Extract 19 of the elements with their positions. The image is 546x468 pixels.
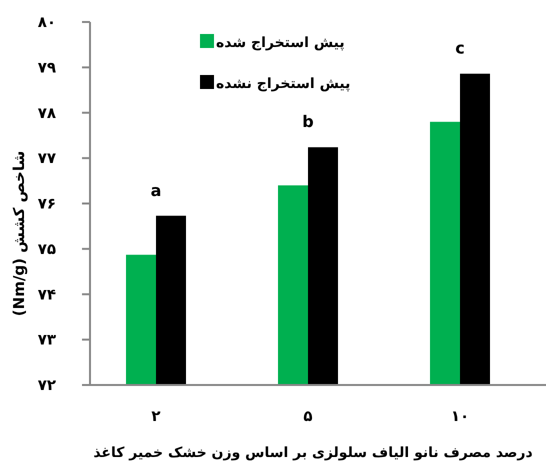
y-tick-label: ۷۹ bbox=[38, 58, 56, 76]
x-tick-label: ۱۰ bbox=[450, 407, 470, 425]
annotation: b bbox=[302, 112, 314, 132]
legend-label: پیش استخراج نشده bbox=[216, 76, 350, 92]
annotation: c bbox=[455, 38, 465, 58]
y-tick-label: ۸۰ bbox=[38, 13, 56, 31]
y-tick-label: ۷۴ bbox=[38, 285, 56, 304]
x-tick-label: ۲ bbox=[151, 407, 161, 425]
y-tick-label: ۷۸ bbox=[38, 104, 56, 122]
y-tick-label: ۷۵ bbox=[38, 240, 56, 258]
y-tick-label: ۷۶ bbox=[38, 194, 56, 212]
y-tick-label: ۷۲ bbox=[38, 376, 56, 394]
legend-label: پیش استخراج شده bbox=[216, 35, 345, 51]
x-axis-title: درصد مصرف نانو الیاف سلولزی بر اساس وزن خشک خمیر کاغذ bbox=[93, 445, 533, 461]
y-tick-label: ۷۳ bbox=[38, 330, 56, 349]
y-tick-label: ۷۷ bbox=[38, 149, 56, 168]
x-tick-label: ۵ bbox=[303, 407, 313, 425]
y-axis-title: شاخص کشش (Nm/g) bbox=[10, 150, 28, 316]
annotation: a bbox=[150, 180, 162, 200]
